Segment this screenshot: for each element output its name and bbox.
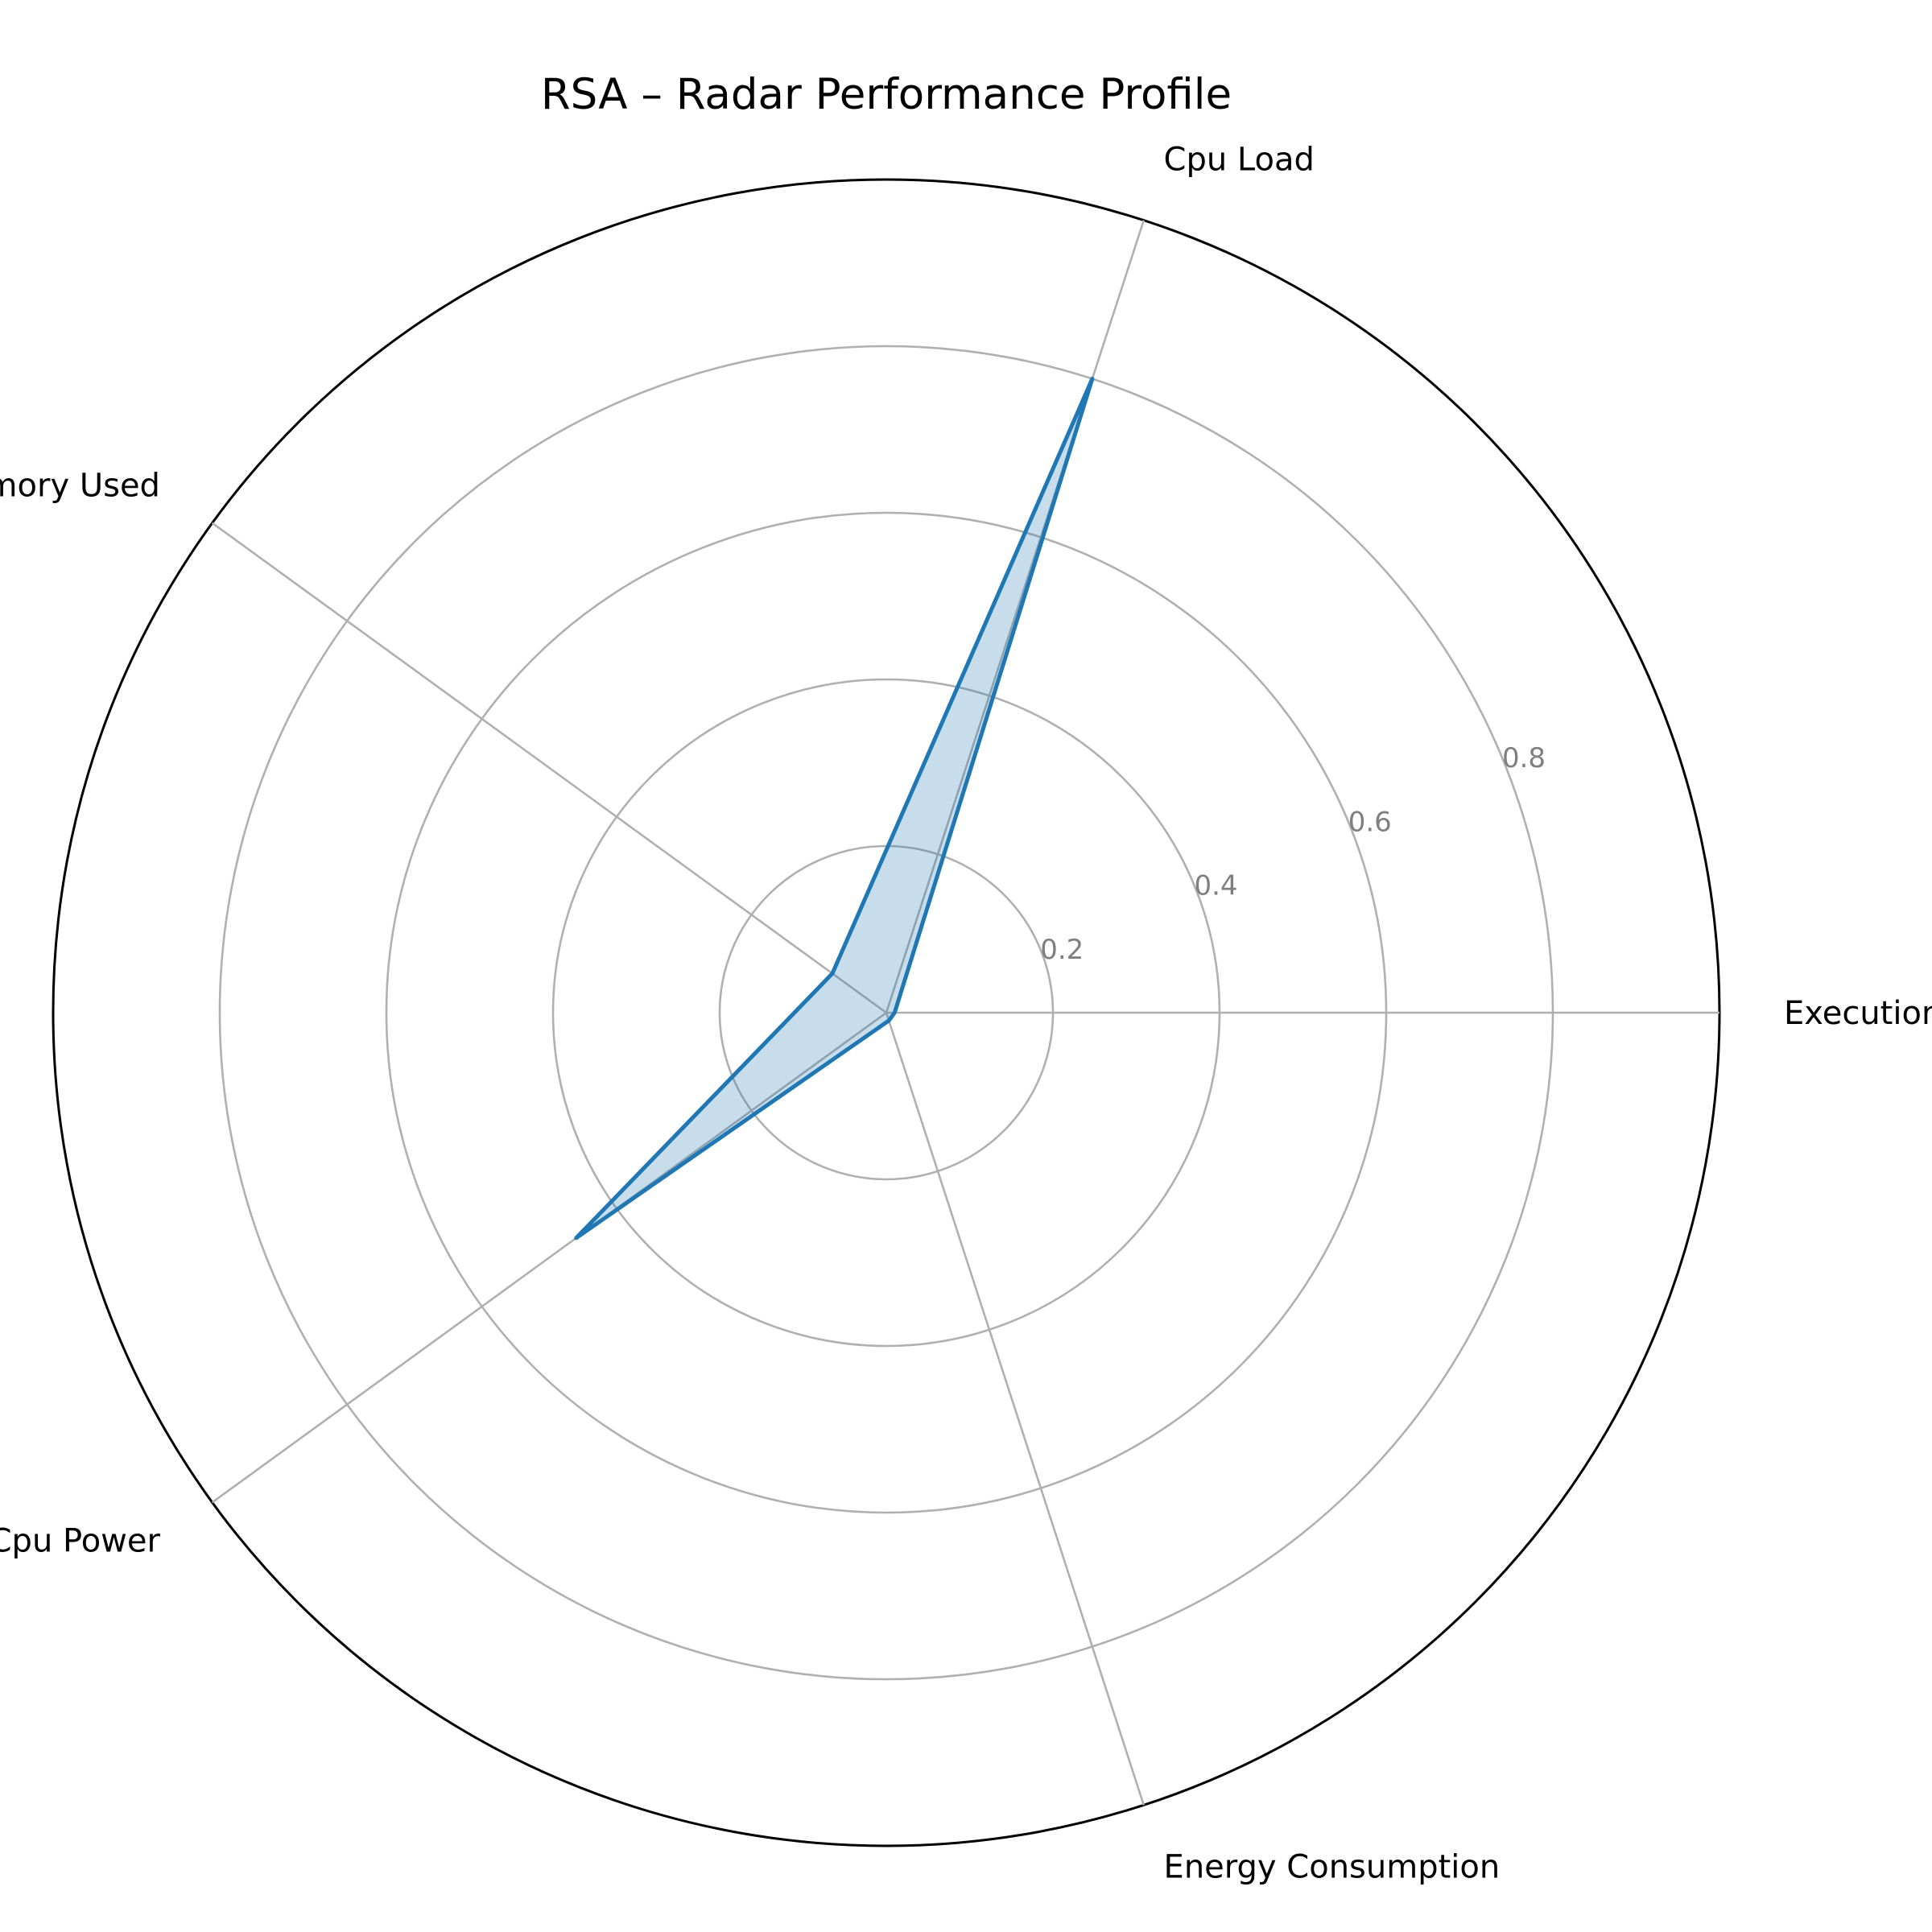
axis-label-1: Cpu Load — [1164, 142, 1315, 179]
spoke-4 — [885, 1012, 1146, 1806]
radial-tick-labels: 0.2 0.4 0.6 0.8 — [1040, 742, 1546, 966]
axis-labels: Execution Time Cpu Load Memory Used Cpu Pow… — [0, 142, 1932, 1886]
tick-label-3: 0.8 — [1502, 742, 1546, 774]
tick-label-2: 0.6 — [1348, 806, 1392, 838]
axis-label-4: Energy Consumption — [1164, 1848, 1501, 1885]
series-line-0 — [574, 377, 1095, 1241]
axis-label-3: Cpu Power — [0, 1522, 160, 1559]
chart-title: RSA – Radar Performance Profile — [541, 70, 1232, 119]
radar-spokes — [211, 220, 1719, 1806]
axis-label-2: Memory Used — [0, 468, 160, 505]
spoke-2 — [211, 522, 887, 1014]
axis-label-0: Execution Time — [1784, 995, 1932, 1032]
spoke-1 — [885, 220, 1146, 1013]
series-fill-0 — [576, 378, 1092, 1238]
spoke-3 — [211, 1011, 887, 1504]
tick-label-1: 0.4 — [1194, 870, 1237, 902]
radar-series — [574, 377, 1095, 1241]
tick-label-0: 0.2 — [1040, 934, 1084, 966]
